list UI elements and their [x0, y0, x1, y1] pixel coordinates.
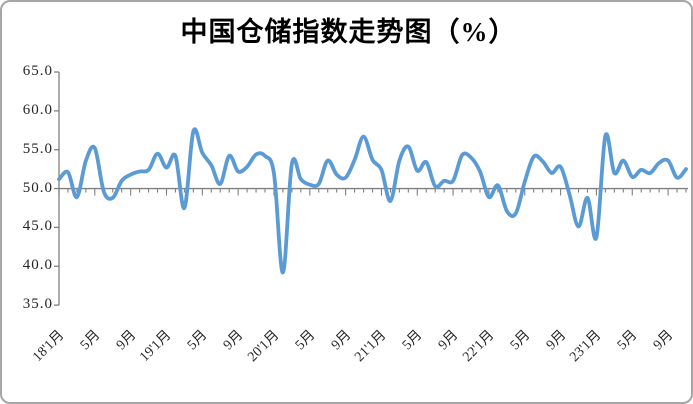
y-axis-tick-label: 55.0	[22, 140, 53, 157]
y-axis-tick-label: 50.0	[22, 179, 53, 196]
y-axis-tick-label: 35.0	[22, 296, 53, 313]
index-trend-line	[57, 127, 688, 275]
y-axis-tick-label: 65.0	[22, 63, 53, 79]
chart-title: 中国仓储指数走势图（%）	[180, 17, 517, 47]
y-axis-tick-label: 40.0	[22, 257, 53, 274]
y-axis-tick-label: 45.0	[22, 218, 53, 235]
y-axis-tick-label: 60.0	[22, 101, 53, 118]
